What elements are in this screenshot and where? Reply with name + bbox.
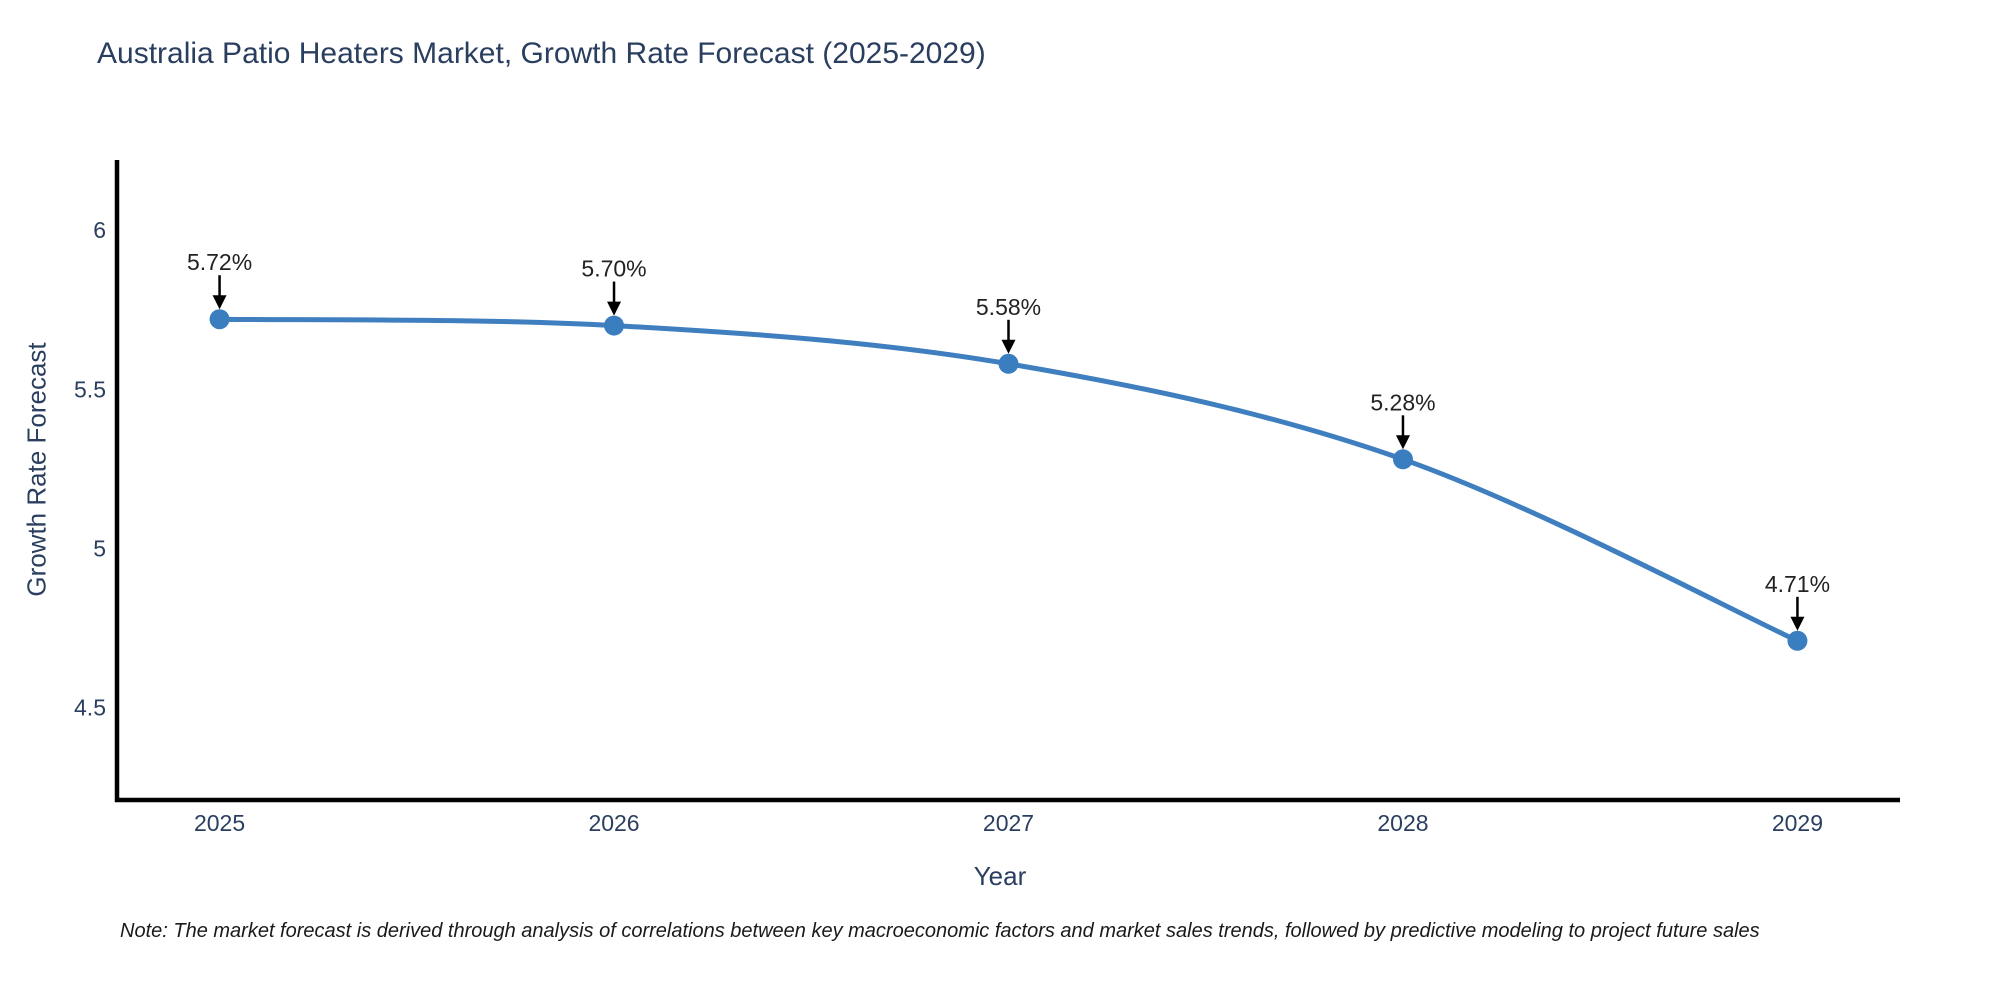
y-tick-label: 4.5 bbox=[74, 695, 106, 721]
annotation-arrowhead-icon bbox=[1790, 616, 1805, 631]
annotation-arrowhead-icon bbox=[1001, 339, 1016, 354]
axis-lines bbox=[114, 160, 1900, 803]
x-axis-title: Year bbox=[973, 861, 1027, 891]
y-tick-label: 5.5 bbox=[74, 376, 106, 402]
chart-footnote: Note: The market forecast is derived thr… bbox=[120, 920, 1760, 942]
data-point-label: 5.58% bbox=[976, 294, 1041, 320]
data-point-label: 4.71% bbox=[1765, 571, 1830, 597]
x-tick-label: 2025 bbox=[194, 810, 245, 836]
y-tick-label: 5 bbox=[93, 535, 106, 561]
y-tick-label: 6 bbox=[93, 217, 106, 243]
x-tick-label: 2027 bbox=[983, 810, 1034, 836]
data-point-marker[interactable] bbox=[604, 315, 625, 336]
x-tick-label: 2028 bbox=[1377, 810, 1428, 836]
annotation-arrowhead-icon bbox=[607, 301, 622, 316]
x-tick-label: 2029 bbox=[1772, 810, 1823, 836]
annotation-arrowhead-icon bbox=[1395, 435, 1410, 450]
data-point-marker[interactable] bbox=[209, 309, 230, 330]
data-point-marker[interactable] bbox=[1392, 449, 1413, 470]
annotation-arrowhead-icon bbox=[212, 295, 227, 310]
data-point-label: 5.28% bbox=[1370, 389, 1435, 415]
data-point-marker[interactable] bbox=[1787, 630, 1808, 651]
chart-title: Australia Patio Heaters Market, Growth R… bbox=[97, 37, 986, 70]
data-point-label: 5.70% bbox=[581, 256, 646, 282]
data-point-marker[interactable] bbox=[998, 353, 1019, 374]
data-point-label: 5.72% bbox=[187, 249, 252, 275]
x-tick-label: 2026 bbox=[588, 810, 639, 836]
